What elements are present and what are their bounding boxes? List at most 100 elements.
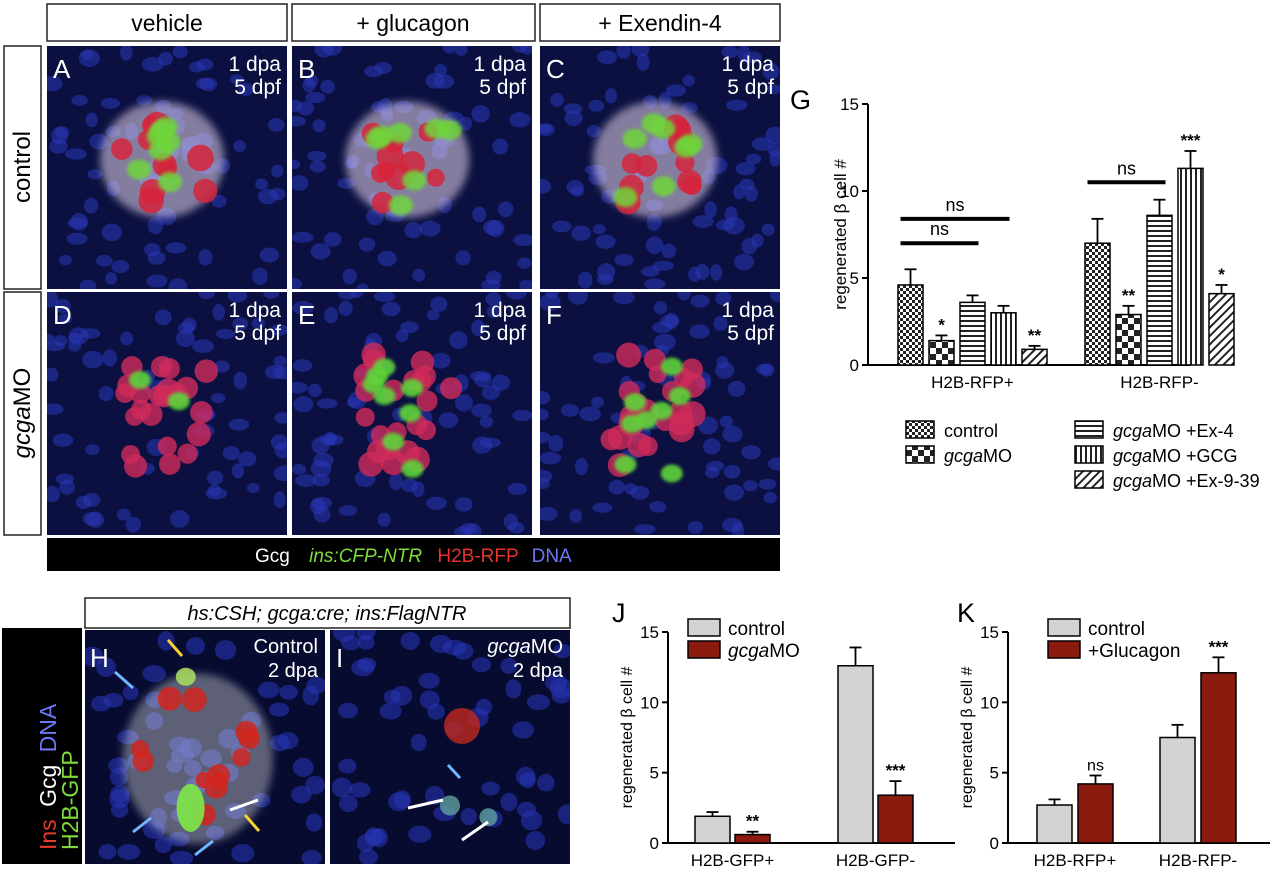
islet — [100, 101, 225, 218]
chart-J: 0 5 10 15 regenerated β cell # J H2B-GFP+ ** H2B… — [612, 598, 955, 870]
bracket-label: ns — [930, 219, 949, 239]
side-legend: Ins Gcg DNA H2B-GFP — [2, 628, 83, 864]
panel-dpf: 5 dpf — [479, 76, 526, 99]
legend-h2b: H2B-RFP — [437, 546, 518, 567]
svg-text:Gcg ins:CFP-NTR H2: Gcg ins:CFP-NTR H2B-RFP DNA — [255, 546, 572, 567]
panel-dpf: 5 dpf — [234, 322, 281, 345]
islet — [345, 101, 470, 218]
category-label: H2B-RFP+ — [931, 373, 1014, 392]
significance-label: *** — [1209, 637, 1229, 656]
arrow-icon — [194, 839, 214, 857]
column-header-vehicle: vehicle — [131, 10, 203, 36]
legend-label: gcgaMO — [944, 446, 1012, 466]
legend-label: gcgaMO +Ex-4 — [1113, 421, 1234, 441]
panel-dpa: 1 dpa — [721, 299, 774, 322]
bottom-header: hs:CSH; gcga:cre; ins:FlagNTR — [84, 597, 571, 629]
legend-label: gcgaMO +GCG — [1113, 446, 1238, 466]
significance-label: ** — [1028, 326, 1042, 345]
bar — [897, 284, 924, 366]
bar — [694, 815, 731, 844]
bracket-label: ns — [1117, 158, 1136, 178]
category-label: H2B-GFP+ — [691, 851, 775, 870]
y-tick-label: 10 — [980, 693, 999, 712]
panel-I-dpa: 2 dpa — [513, 660, 564, 682]
arrow-icon — [243, 814, 261, 832]
panel-letter-A: A — [53, 54, 71, 84]
panel-letter-C: C — [546, 54, 565, 84]
islet — [353, 342, 463, 478]
y-tick-label: 10 — [640, 693, 659, 712]
chart-K: 0 5 10 15 regenerated β cell # K H2B-RFP+ ns H2B… — [957, 598, 1270, 870]
legend-swatch — [1047, 640, 1081, 659]
bar — [1208, 292, 1235, 366]
column-headers: vehicle + glucagon + Exendin-4 — [46, 3, 781, 42]
panel-letter-H: H — [90, 643, 109, 673]
panel-letter-D: D — [53, 300, 72, 330]
arrow-icon — [229, 798, 259, 812]
legend-swatch — [687, 640, 721, 659]
arrow-icon — [407, 798, 444, 810]
legend-label: control — [728, 619, 785, 640]
islet — [593, 101, 718, 218]
significance-label: * — [1218, 265, 1225, 284]
legend-label: control — [1088, 619, 1145, 640]
islet — [115, 356, 219, 478]
row-label-gcgamo: gcgaMO — [9, 368, 36, 459]
legend-swatch — [1047, 618, 1081, 637]
islet — [600, 342, 706, 483]
chart-letter: K — [957, 598, 975, 628]
panel-letter-B: B — [298, 54, 315, 84]
chart-letter: J — [612, 598, 626, 628]
legend-label: control — [944, 421, 998, 441]
category-label: H2B-RFP+ — [1034, 851, 1117, 870]
panel-letter-I: I — [336, 643, 343, 673]
bar — [1177, 167, 1204, 366]
y-axis-label: regenerated β cell # — [831, 159, 850, 310]
bracket-label: ns — [945, 195, 964, 215]
row-labels: control gcgaMO — [3, 45, 42, 536]
panel-I-label: gcgaMO — [487, 636, 563, 658]
y-tick-label: 5 — [650, 764, 659, 783]
y-axis-label: regenerated β cell # — [619, 667, 636, 809]
bar — [1084, 242, 1111, 366]
y-tick-label: 10 — [840, 182, 859, 201]
column-header-exendin: + Exendin-4 — [598, 10, 722, 36]
legend-swatch — [1074, 470, 1104, 489]
panel-dpf: 5 dpf — [479, 322, 526, 345]
panel-dpa: 1 dpa — [473, 53, 526, 76]
bar — [1146, 214, 1173, 366]
side-legend-dna: DNA — [35, 703, 61, 752]
bottom-header-text: hs:CSH; gcga:cre; ins:FlagNTR — [188, 603, 467, 625]
y-tick-label: 15 — [640, 623, 659, 642]
side-legend-ins: Ins — [35, 819, 61, 850]
legend-label: +Glucagon — [1088, 641, 1180, 662]
y-tick-label: 0 — [850, 356, 859, 375]
row-label-control: control — [9, 131, 36, 203]
y-tick-label: 5 — [990, 764, 999, 783]
panel-dpf: 5 dpf — [234, 76, 281, 99]
significance-label: ** — [746, 812, 760, 831]
bar — [1036, 804, 1073, 844]
side-legend-h2b: H2B-GFP — [57, 750, 83, 850]
legend-ins: ins:CFP-NTR — [309, 546, 422, 567]
category-label: H2B-RFP- — [1159, 851, 1237, 870]
bar — [1200, 672, 1237, 844]
y-tick-label: 5 — [850, 269, 859, 288]
svg-text:Ins Gcg DNA: Ins Gcg DNA — [35, 703, 61, 850]
legend-swatch — [1074, 445, 1104, 464]
legend-swatch — [905, 445, 935, 464]
bar — [990, 312, 1017, 366]
column-header-glucagon: + glucagon — [356, 10, 469, 36]
bar — [959, 301, 986, 366]
bar — [1077, 783, 1114, 844]
panel-dpa: 1 dpa — [473, 299, 526, 322]
arrow-icon — [166, 639, 184, 657]
significance-label: * — [938, 315, 945, 334]
